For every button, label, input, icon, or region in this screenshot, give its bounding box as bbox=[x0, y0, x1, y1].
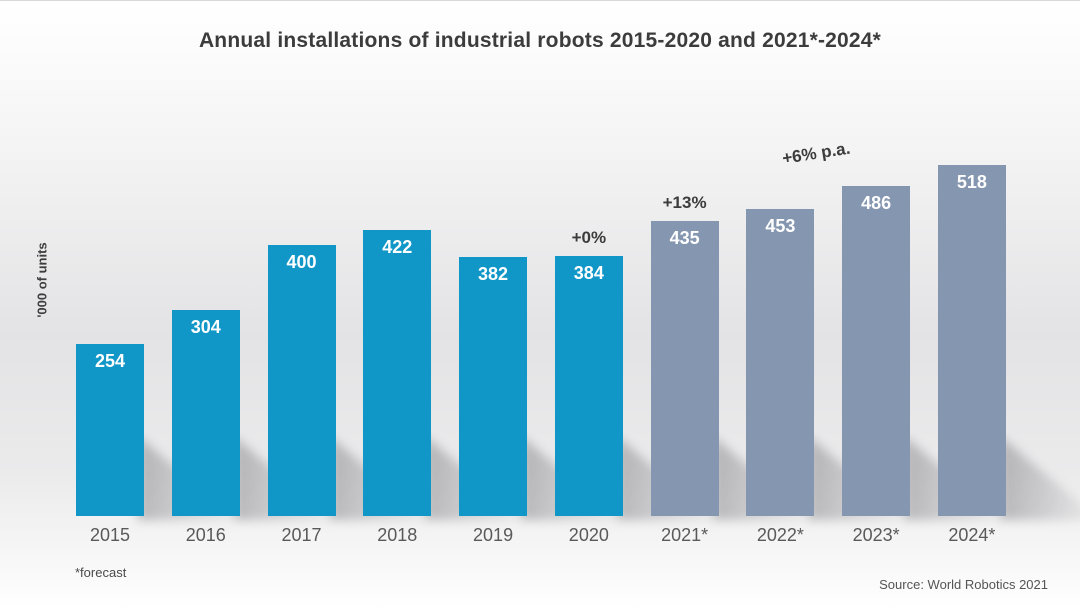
bar-column: 254 2015 bbox=[76, 1, 234, 545]
bar-column: 486 2023* bbox=[842, 1, 1001, 545]
bar-value-label: 382 bbox=[478, 264, 509, 284]
bar-value-label: 400 bbox=[286, 252, 317, 272]
x-axis-label: 2022* bbox=[756, 525, 804, 545]
x-axis-label: 2021* bbox=[661, 525, 709, 545]
bar: 518 bbox=[937, 165, 1006, 516]
bar: 304 bbox=[171, 310, 240, 516]
growth-annotation-2: +6% p.a. bbox=[780, 138, 852, 169]
x-axis-label: 2017 bbox=[281, 525, 322, 545]
bar-column: 382 2019 bbox=[459, 1, 618, 545]
bar-column: 400 2017 bbox=[267, 1, 426, 545]
bar-shadow bbox=[999, 436, 1080, 520]
plot-area: 254 2015 304 2016 400 2017 422 2018 382 … bbox=[76, 1, 1080, 545]
y-axis-label: '000 of units bbox=[34, 242, 50, 318]
bar-value-label: 453 bbox=[765, 216, 796, 236]
x-axis-label: 2019 bbox=[473, 525, 514, 545]
bar-column: 435 +13% 2021* bbox=[650, 1, 809, 545]
bar: 384 +0% bbox=[554, 228, 623, 516]
x-axis-label: 2020 bbox=[568, 525, 609, 545]
bar: 400 bbox=[267, 245, 336, 516]
bar-value-label: 384 bbox=[573, 263, 604, 283]
bar: 422 bbox=[363, 230, 432, 516]
bar-column: 384 +0% 2020 bbox=[554, 1, 713, 545]
bar: 453 +6% p.a. bbox=[746, 139, 851, 516]
x-axis-label: 2015 bbox=[89, 525, 131, 545]
bar-value-label: 254 bbox=[94, 351, 126, 371]
growth-annotation-1: +13% bbox=[662, 193, 707, 212]
bar-column: 453 +6% p.a. 2022* bbox=[746, 1, 905, 545]
bar-value-label: 518 bbox=[956, 172, 987, 192]
x-axis-label: 2016 bbox=[185, 525, 226, 545]
bar: 254 bbox=[76, 344, 144, 516]
chart-title: Annual installations of industrial robot… bbox=[198, 29, 882, 52]
bar: 435 +13% bbox=[650, 193, 719, 516]
growth-annotation-0: +0% bbox=[571, 228, 607, 247]
source-credit: Source: World Robotics 2021 bbox=[879, 577, 1048, 592]
x-axis-label: 2023* bbox=[852, 525, 900, 545]
bar: 486 bbox=[842, 186, 911, 516]
bar-column: 422 2018 bbox=[363, 1, 522, 545]
x-axis-label: 2018 bbox=[377, 525, 418, 545]
bar: 382 bbox=[459, 257, 528, 516]
bar-value-label: 304 bbox=[190, 317, 221, 337]
bar-value-label: 435 bbox=[669, 228, 700, 248]
forecast-footnote: *forecast bbox=[75, 565, 127, 580]
x-axis-label: 2024* bbox=[948, 525, 996, 545]
bar-value-label: 486 bbox=[861, 193, 892, 213]
bar-column: 518 2024* bbox=[937, 1, 1080, 545]
bar-column: 304 2016 bbox=[171, 1, 330, 545]
bar-value-label: 422 bbox=[382, 237, 413, 257]
